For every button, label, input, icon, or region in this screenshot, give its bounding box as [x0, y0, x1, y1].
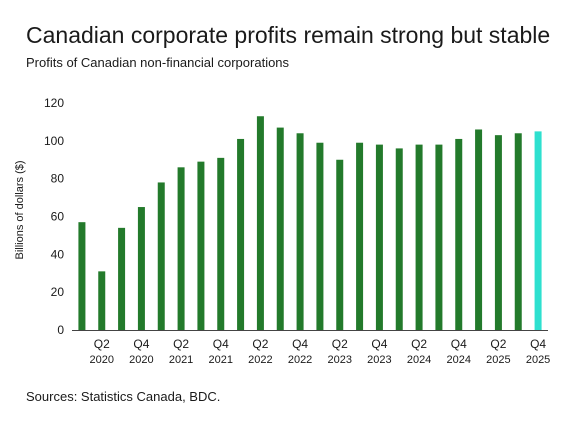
bar [197, 161, 205, 330]
bar [256, 116, 264, 330]
bars [78, 116, 542, 330]
bar [157, 182, 165, 330]
bar [415, 144, 423, 330]
bar [356, 142, 364, 330]
bar [137, 207, 145, 330]
x-tick-year-label: 2020 [129, 354, 153, 366]
bar [475, 129, 483, 330]
y-tick-label: 20 [51, 285, 65, 299]
x-tick-quarter-label: Q4 [133, 337, 149, 351]
y-tick-label: 80 [51, 172, 65, 186]
bar [395, 148, 403, 330]
bar [514, 133, 522, 330]
x-tick-year-label: 2024 [407, 354, 431, 366]
bar [296, 133, 304, 330]
x-tick-quarter-label: Q4 [371, 337, 387, 351]
x-tick-year-label: 2023 [367, 354, 391, 366]
x-axis-ticks: Q2 2020 Q4 2020 Q2 2021 Q4 2021 Q2 2022 Q4 2022 Q2 20… [90, 337, 551, 366]
bar [435, 144, 443, 330]
x-tick-quarter-label: Q2 [252, 337, 268, 351]
x-tick-quarter-label: Q4 [292, 337, 308, 351]
bar-highlighted [534, 131, 542, 330]
x-tick-quarter-label: Q4 [530, 337, 546, 351]
x-tick-quarter-label: Q2 [332, 337, 348, 351]
bar [217, 157, 225, 330]
bar [118, 227, 126, 330]
bar [316, 142, 324, 330]
chart-title: Canadian corporate profits remain strong… [26, 22, 551, 48]
y-tick-label: 0 [57, 323, 64, 337]
x-tick-quarter-label: Q4 [213, 337, 229, 351]
y-axis-ticks: 0 20 40 60 80 100 120 [44, 96, 64, 337]
y-tick-label: 60 [51, 210, 65, 224]
x-tick-year-label: 2025 [486, 354, 510, 366]
x-tick-year-label: 2024 [447, 354, 471, 366]
bar [98, 271, 106, 330]
x-tick-year-label: 2022 [288, 354, 312, 366]
x-tick-year-label: 2020 [90, 354, 114, 366]
y-tick-label: 100 [44, 134, 64, 148]
y-tick-label: 120 [44, 96, 64, 110]
bar [177, 167, 185, 330]
bar [455, 138, 463, 330]
x-tick-year-label: 2022 [248, 354, 272, 366]
x-tick-year-label: 2021 [209, 354, 233, 366]
x-tick-quarter-label: Q2 [173, 337, 189, 351]
chart-subtitle: Profits of Canadian non-financial corpor… [26, 55, 290, 70]
bar [494, 135, 502, 330]
x-tick-quarter-label: Q2 [411, 337, 427, 351]
x-tick-quarter-label: Q4 [451, 337, 467, 351]
x-tick-year-label: 2021 [169, 354, 193, 366]
bar [276, 127, 284, 330]
x-tick-quarter-label: Q2 [490, 337, 506, 351]
bar [237, 138, 245, 330]
x-tick-year-label: 2023 [328, 354, 352, 366]
y-tick-label: 40 [51, 247, 65, 261]
bar [336, 159, 344, 330]
bar [78, 222, 86, 330]
x-tick-year-label: 2025 [526, 354, 550, 366]
bar [375, 144, 383, 330]
source-note: Sources: Statistics Canada, BDC. [26, 389, 221, 404]
x-tick-quarter-label: Q2 [94, 337, 110, 351]
